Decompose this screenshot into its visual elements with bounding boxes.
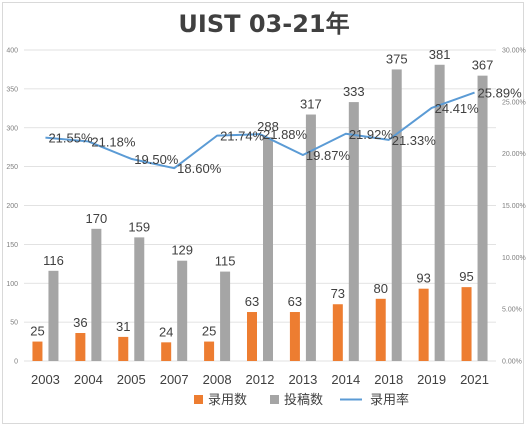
bar-data-label: 80 [373, 281, 387, 296]
y-left-tick-label: 400 [6, 48, 18, 55]
line-data-label: 21.18% [91, 134, 136, 149]
bar-投稿数 [220, 271, 231, 361]
bar-录用数 [161, 342, 172, 361]
y-right-tick-label: 20.00% [502, 151, 526, 158]
bar-录用数 [204, 341, 215, 361]
line-data-label: 18.60% [177, 161, 222, 176]
bar-录用数 [75, 333, 86, 361]
bar-data-label: 367 [472, 58, 494, 73]
y-left-tick-label: 350 [6, 86, 18, 93]
bar-data-label: 159 [128, 219, 150, 234]
bar-录用数 [247, 312, 257, 361]
line-data-label: 19.50% [134, 152, 179, 167]
x-tick-label: 2003 [31, 372, 60, 387]
x-tick-label: 2014 [331, 372, 360, 387]
x-tick-label: 2012 [246, 372, 275, 387]
bar-投稿数 [263, 137, 273, 361]
chart-title: UIST 03-21年 [178, 10, 350, 38]
bar-录用数 [32, 341, 43, 361]
line-data-label: 21.55% [48, 131, 93, 146]
line-data-label: 25.89% [478, 86, 523, 101]
legend-label: 录用数 [208, 393, 247, 408]
line-data-label: 21.92% [349, 127, 394, 142]
x-tick-label: 2018 [374, 372, 403, 387]
legend-swatch-录用数 [194, 395, 203, 404]
x-tick-label: 2008 [203, 372, 232, 387]
bar-data-label: 129 [171, 243, 193, 258]
bar-data-label: 24 [159, 324, 173, 339]
bar-data-label: 73 [331, 286, 345, 301]
bar-录用数 [375, 298, 386, 361]
x-tick-label: 2021 [460, 372, 489, 387]
bar-投稿数 [434, 64, 445, 362]
legend-label: 投稿数 [284, 392, 323, 408]
bar-录用数 [118, 336, 129, 361]
y-left-tick-label: 300 [6, 125, 18, 132]
x-tick-label: 2007 [160, 372, 189, 387]
bar-data-label: 116 [43, 253, 64, 268]
y-left-tick-label: 150 [6, 242, 18, 249]
bar-data-label: 25 [30, 324, 44, 339]
bar-data-label: 63 [245, 294, 259, 309]
bar-录用数 [418, 288, 429, 361]
bar-data-label: 317 [300, 97, 322, 112]
y-left-tick-label: 250 [6, 164, 18, 171]
bar-data-label: 170 [86, 211, 108, 226]
bar-data-label: 31 [116, 319, 130, 334]
bar-投稿数 [91, 228, 102, 361]
y-left-tick-label: 100 [6, 281, 18, 288]
bar-data-label: 36 [73, 315, 87, 330]
y-right-tick-label: 0.00% [502, 359, 522, 366]
line-data-label: 21.88% [263, 127, 308, 142]
y-right-tick-label: 15.00% [502, 203, 526, 210]
line-录用率 [45, 91, 475, 170]
y-left-tick-label: 50 [10, 320, 18, 327]
x-tick-label: 2013 [288, 372, 317, 387]
line-data-label: 24.41% [435, 101, 480, 116]
bar-data-label: 63 [288, 294, 302, 309]
x-tick-label: 2019 [417, 372, 446, 387]
bar-投稿数 [177, 260, 188, 361]
legend-label: 录用率 [370, 392, 409, 408]
bar-投稿数 [391, 69, 402, 361]
line-data-label: 21.74% [220, 129, 265, 144]
x-tick-label: 2005 [117, 372, 146, 387]
bar-投稿数 [134, 237, 145, 361]
bar-data-label: 375 [386, 51, 408, 66]
bar-data-label: 333 [343, 84, 365, 99]
bar-录用数 [289, 312, 300, 361]
bar-data-label: 381 [429, 47, 451, 62]
bar-投稿数 [305, 114, 316, 361]
bar-投稿数 [48, 270, 59, 361]
bar-data-label: 25 [202, 324, 216, 339]
bar-data-label: 288 [257, 119, 279, 134]
y-right-tick-label: 10.00% [502, 255, 526, 262]
y-right-tick-label: 5.00% [502, 307, 522, 314]
bar-投稿数 [477, 75, 488, 361]
y-left-tick-label: 0 [14, 359, 18, 366]
line-data-label: 21.33% [392, 133, 437, 148]
x-tick-label: 2004 [74, 372, 103, 387]
bar-data-label: 115 [215, 254, 236, 269]
y-right-tick-label: 25.00% [502, 99, 526, 106]
chart-frame [2, 2, 524, 424]
y-left-tick-label: 200 [6, 203, 18, 210]
legend-swatch-投稿数 [270, 395, 279, 404]
bar-data-label: 93 [416, 271, 430, 286]
line-data-label: 19.87% [306, 148, 351, 163]
bar-投稿数 [348, 102, 359, 361]
bar-录用数 [332, 304, 343, 361]
y-right-tick-label: 30.00% [502, 48, 526, 55]
bar-录用数 [461, 287, 472, 361]
bar-data-label: 95 [459, 269, 473, 284]
